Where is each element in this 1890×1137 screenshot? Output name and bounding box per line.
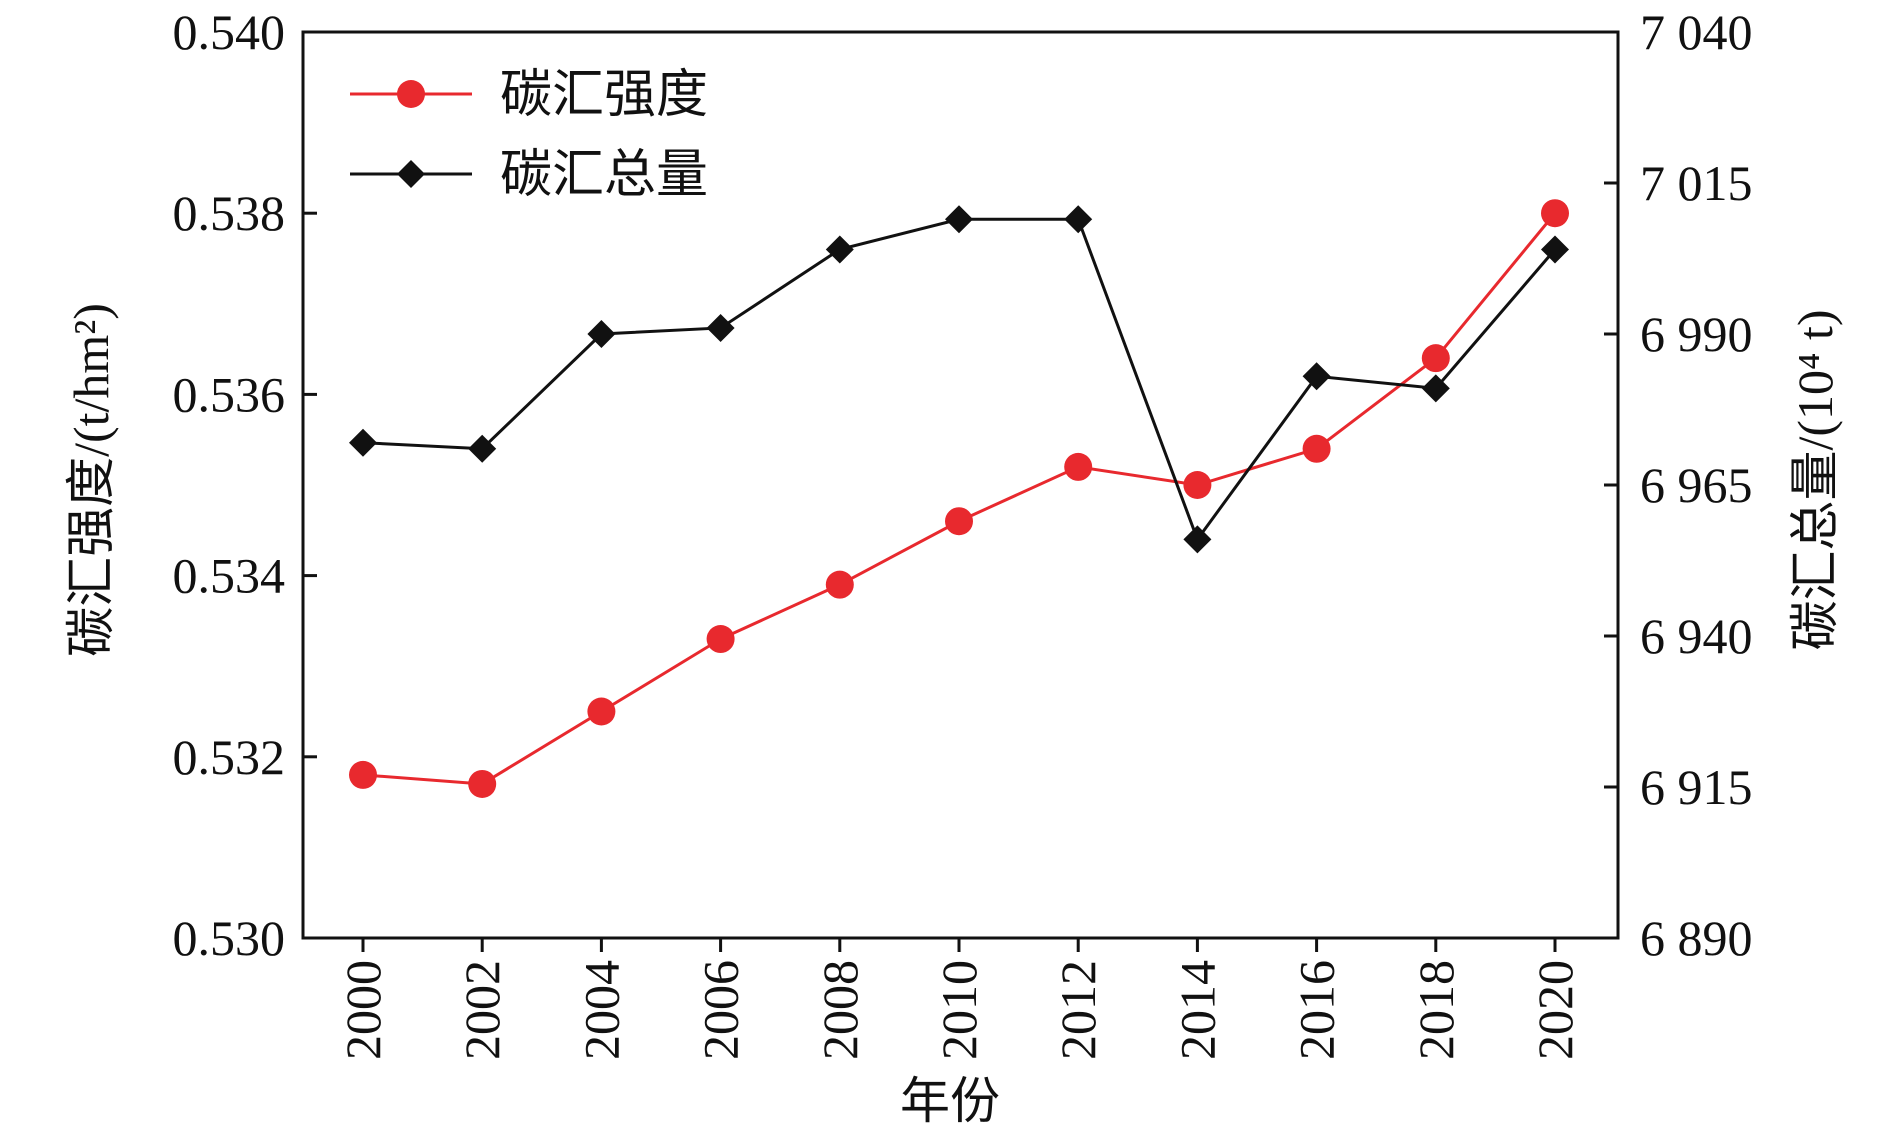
x-tick-label: 2018: [1408, 960, 1464, 1060]
left-tick-label: 0.540: [173, 4, 286, 60]
data-point: [1064, 205, 1093, 234]
data-point: [349, 428, 377, 457]
right-axis-title: 碳汇总量/(10⁴ t): [1787, 309, 1843, 650]
data-point: [1421, 344, 1450, 373]
series-line: [362, 217, 1557, 543]
data-point: [945, 205, 973, 234]
x-tick-label: 2010: [931, 960, 987, 1060]
x-tick-label: 2008: [812, 960, 868, 1060]
data-point: [468, 769, 497, 798]
data-point: [1421, 374, 1450, 403]
data-point: [1541, 235, 1569, 264]
x-tick-label: 2002: [454, 960, 510, 1060]
x-tick-label: 2000: [335, 960, 391, 1060]
left-axis: 0.530 0.532 0.534 0.536 0.538 0.540: [173, 4, 317, 966]
data-point: [1302, 362, 1331, 391]
x-tick-label: 2004: [573, 960, 629, 1060]
x-tick-label: 2020: [1527, 960, 1583, 1060]
series-layer: [349, 199, 1569, 798]
x-tick-label: 2006: [693, 960, 749, 1060]
left-tick-label: 0.530: [173, 910, 286, 966]
data-point: [349, 760, 377, 789]
data-point: [1302, 434, 1331, 463]
series-1: [349, 199, 1569, 798]
left-axis-title: 碳汇强度/(t/hm²): [63, 303, 119, 657]
x-axis: 2000 2002 2004 2006 2008 2010 2012 2014 2016 2018…: [335, 938, 1583, 1060]
right-tick-label: 6 890: [1640, 910, 1753, 966]
legend-item: 碳汇强度: [350, 67, 708, 124]
data-point: [468, 434, 497, 463]
right-tick-label: 7 040: [1640, 4, 1753, 60]
legend-marker: [397, 160, 425, 188]
data-point: [587, 697, 616, 726]
series-line: [362, 212, 1557, 786]
right-tick-label: 6 915: [1640, 759, 1753, 815]
x-tick-label: 2016: [1289, 960, 1345, 1060]
data-point: [706, 625, 735, 654]
right-axis: 6 890 6 915 6 940 6 965 6 990 7 015 7 040: [1604, 4, 1753, 966]
data-point: [1064, 452, 1093, 481]
right-tick-label: 6 990: [1640, 306, 1753, 362]
series-2: [349, 205, 1569, 554]
left-tick-label: 0.536: [173, 366, 286, 422]
right-tick-label: 6 965: [1640, 457, 1753, 513]
data-point: [945, 507, 973, 536]
left-tick-label: 0.534: [173, 548, 286, 604]
data-point: [706, 313, 735, 342]
right-tick-label: 7 015: [1640, 155, 1753, 211]
left-tick-label: 0.538: [173, 185, 286, 241]
legend-item: 碳汇总量: [350, 147, 708, 204]
data-point: [825, 235, 854, 264]
data-point: [1183, 525, 1212, 554]
x-axis-title: 年份: [900, 1073, 1000, 1129]
legend-marker: [397, 80, 425, 108]
data-point: [1541, 199, 1569, 228]
legend-label: 碳汇强度: [500, 67, 708, 124]
legend-label: 碳汇总量: [500, 147, 708, 204]
left-tick-label: 0.532: [173, 729, 286, 785]
data-point: [587, 320, 616, 348]
x-tick-label: 2014: [1169, 960, 1225, 1060]
x-tick-label: 2012: [1050, 960, 1106, 1060]
data-point: [1183, 471, 1212, 499]
right-tick-label: 6 940: [1640, 608, 1753, 664]
data-point: [825, 570, 854, 599]
